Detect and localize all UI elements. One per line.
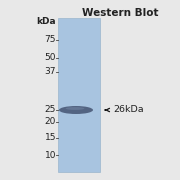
Text: 10: 10	[44, 150, 56, 159]
Text: kDa: kDa	[36, 17, 56, 26]
Text: 25: 25	[45, 105, 56, 114]
Text: Western Blot: Western Blot	[82, 8, 158, 18]
Text: 75: 75	[44, 35, 56, 44]
Text: 26kDa: 26kDa	[113, 105, 144, 114]
Text: 15: 15	[44, 134, 56, 143]
Text: 37: 37	[44, 68, 56, 76]
Ellipse shape	[66, 107, 84, 110]
Ellipse shape	[59, 106, 93, 114]
Text: 50: 50	[44, 53, 56, 62]
Text: 20: 20	[45, 118, 56, 127]
Bar	[58, 18, 100, 172]
